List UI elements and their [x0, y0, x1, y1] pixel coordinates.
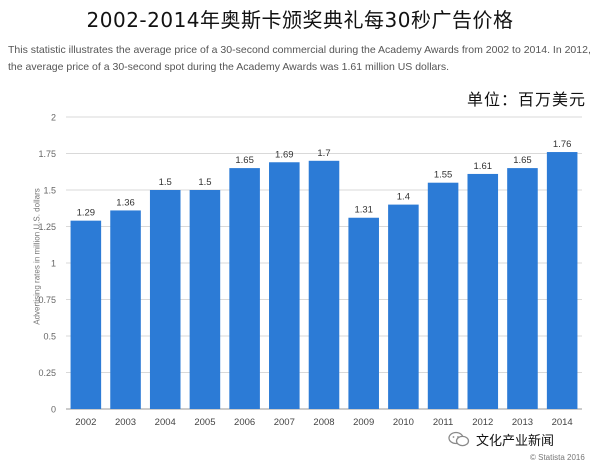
unit-label: 单位：百万美元: [466, 90, 586, 109]
chart-title: 2002-2014年奥斯卡颁奖典礼每30秒广告价格: [86, 8, 514, 32]
x-tick-label: 2012: [472, 417, 493, 428]
wechat-icon: [448, 431, 470, 447]
bar: [149, 190, 181, 409]
y-axis-ticks: 0 0.25 0.5 0.75 1 1.25 1.5 1.75 2: [38, 113, 56, 415]
value-label: 1.4: [397, 192, 410, 203]
value-label: 1.36: [116, 197, 135, 208]
y-tick-label: 0.25: [38, 368, 56, 378]
bar: [546, 152, 578, 410]
x-tick-label: 2005: [194, 417, 215, 428]
y-tick-label: 1.75: [38, 149, 56, 159]
value-label: 1.55: [434, 170, 453, 181]
watermark-text: 文化产业新闻: [476, 433, 555, 449]
y-tick-label: 1.5: [43, 186, 56, 196]
x-tick-label: 2007: [274, 417, 295, 428]
value-label: 1.31: [354, 205, 373, 216]
x-tick-label: 2009: [353, 417, 374, 428]
statista-credit: © Statista 2016: [530, 453, 585, 462]
value-label: 1.76: [553, 139, 572, 150]
bar: [229, 168, 260, 409]
bar: [110, 210, 141, 409]
y-tick-label: 1.25: [38, 222, 56, 232]
x-tick-label: 2010: [393, 417, 414, 428]
bar: [388, 204, 419, 409]
bar: [269, 162, 300, 409]
x-tick-label: 2004: [155, 417, 176, 428]
x-axis-ticks: 2002 2003 2004 2005 2006 2007 2008 2009 2010 2011…: [75, 417, 572, 428]
y-tick-label: 0: [51, 405, 56, 415]
x-tick-label: 2003: [115, 417, 136, 428]
bar: [348, 217, 379, 409]
x-tick-label: 2006: [234, 417, 255, 428]
bar: [308, 160, 340, 409]
value-label: 1.69: [275, 149, 294, 160]
chart-description: This statistic illustrates the average p…: [8, 44, 591, 73]
bar: [70, 220, 102, 409]
value-label: 1.65: [513, 155, 532, 166]
value-label: 1.61: [474, 161, 493, 172]
watermark: 文化产业新闻: [448, 430, 555, 449]
bar: [467, 173, 499, 409]
value-label: 1.65: [235, 155, 254, 166]
x-tick-label: 2011: [433, 417, 453, 428]
value-label: 1.29: [77, 208, 96, 219]
bar: [189, 190, 221, 409]
y-tick-label: 0.5: [43, 332, 56, 342]
x-tick-label: 2008: [313, 417, 334, 428]
x-tick-label: 2002: [75, 417, 96, 428]
value-label: 1.5: [159, 177, 172, 188]
value-label: 1.5: [198, 177, 211, 188]
bar: [507, 168, 538, 409]
x-tick-label: 2014: [552, 417, 573, 428]
y-tick-label: 0.75: [38, 295, 56, 305]
value-label: 1.7: [317, 148, 330, 159]
x-tick-label: 2013: [512, 417, 533, 428]
value-labels: 1.29 1.36 1.5 1.5 1.65 1.69 1.7 1.31 1.4 1.55 1.61…: [77, 139, 572, 219]
y-tick-label: 2: [51, 113, 56, 123]
bar: [427, 182, 459, 409]
bars: [70, 152, 578, 410]
y-tick-label: 1: [51, 259, 56, 269]
